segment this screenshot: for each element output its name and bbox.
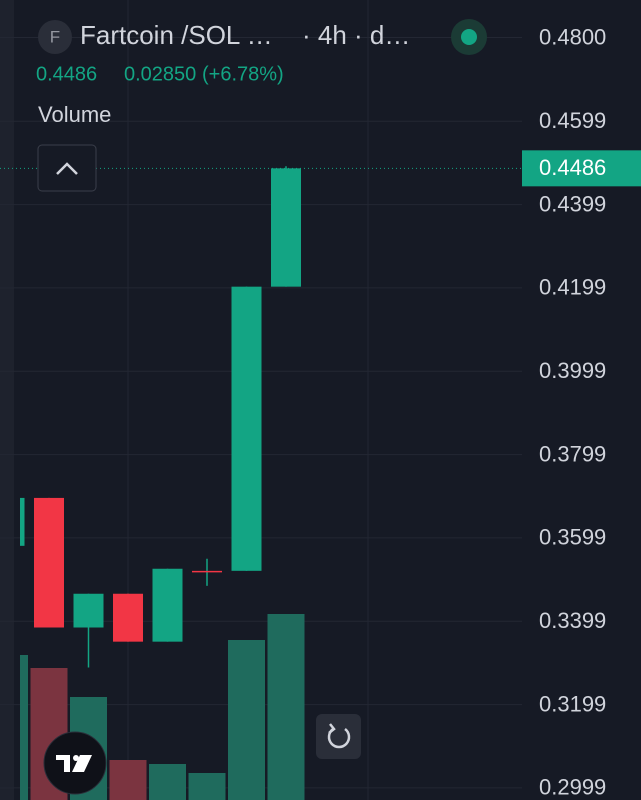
volume-bar [20,655,28,800]
y-tick-label: 0.4199 [539,275,606,300]
y-tick-label: 0.3999 [539,358,606,383]
volume-bar [267,614,305,800]
legend-value: 0.02850 [124,63,196,85]
y-tick-label: 0.3799 [539,441,606,466]
status-dot [461,29,477,45]
y-tick-label: 0.2999 [539,775,606,800]
y-tick-label: 0.3399 [539,608,606,633]
volume-bar [109,760,147,800]
side-strip [0,0,14,800]
chart-subtitle: · 4h · d… [302,20,410,50]
reset-button[interactable] [316,714,361,759]
collapse-icon [56,162,78,175]
legend-value: (+6.78%) [202,63,284,85]
y-tick-label: 0.3599 [539,525,606,550]
candle-body [152,568,183,642]
volume-bar [149,764,186,800]
y-tick-label: 0.3199 [539,691,606,716]
logo[interactable] [43,731,107,795]
last-price-tag [522,150,641,187]
last-price-label: 0.4486 [539,155,606,180]
candle-body [73,593,104,628]
y-tick-label: 0.4800 [539,24,606,49]
volume-label: Volume [38,102,111,127]
symbol-letter: F [50,27,60,46]
logo-dot [73,755,79,761]
candle-body [113,593,143,642]
candle-body [20,497,25,546]
collapse-button[interactable] [37,144,97,192]
reset-icon [327,728,351,749]
symbol-icon [38,20,72,54]
y-tick-label: 0.4599 [539,108,606,133]
candle-body [34,497,64,628]
y-tick-label: 0.4399 [539,191,606,216]
logo-mark [56,755,92,772]
candle-body [271,168,301,287]
legend-value: 0.4486 [36,63,97,85]
volume-bar [188,773,226,800]
chart-title: Fartcoin /SOL … [80,20,273,50]
candle-body [231,286,262,571]
volume-bar [228,640,265,800]
reset-arrow [328,723,336,734]
